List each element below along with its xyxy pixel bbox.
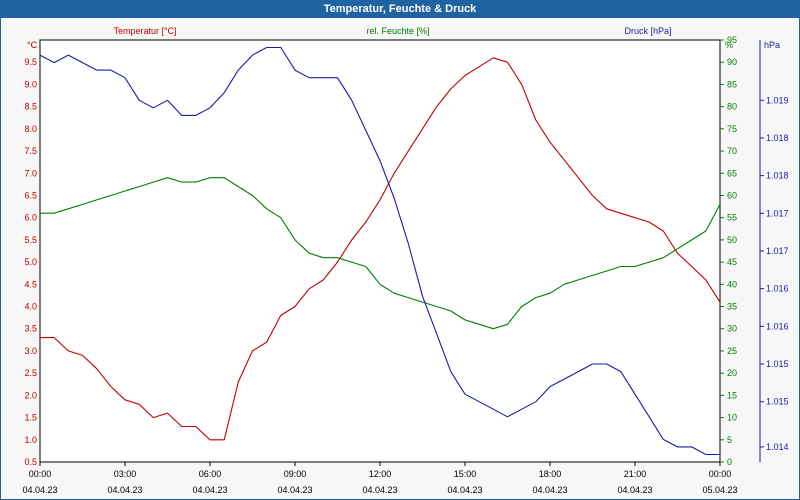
x-tick-date: 04.04.23 (362, 485, 397, 495)
y-tick-humidity: 20 (727, 368, 737, 378)
legend-temperature: Temperatur [°C] (113, 26, 176, 36)
y-tick-pressure: 1.018 (766, 133, 789, 143)
y-tick-humidity: 25 (727, 346, 737, 356)
y-tick-pressure: 1.017 (766, 246, 789, 256)
y-tick-temperature: 9.5 (24, 57, 37, 67)
x-tick-time: 06:00 (199, 469, 222, 479)
x-tick-date: 04.04.23 (192, 485, 227, 495)
y-tick-temperature: 5.0 (24, 257, 37, 267)
y-tick-humidity: 30 (727, 324, 737, 334)
y-tick-temperature: 4.5 (24, 279, 37, 289)
y-tick-humidity: 70 (727, 146, 737, 156)
unit-humidity: % (725, 40, 733, 50)
y-tick-pressure: 1.019 (766, 95, 789, 105)
plot-area (39, 39, 721, 463)
y-tick-temperature: 8.5 (24, 102, 37, 112)
y-tick-temperature: 8.0 (24, 124, 37, 134)
y-tick-humidity: 75 (727, 124, 737, 134)
y-tick-temperature: 2.5 (24, 368, 37, 378)
temperature-line (40, 57, 721, 441)
y-tick-humidity: 80 (727, 102, 737, 112)
y-tick-humidity: 65 (727, 168, 737, 178)
y-tick-temperature: 7.5 (24, 146, 37, 156)
y-tick-pressure: 1.018 (766, 171, 789, 181)
humidity-line (40, 177, 721, 330)
y-tick-pressure: 1.015 (766, 397, 789, 407)
x-tick-date: 04.04.23 (22, 485, 57, 495)
y-tick-humidity: 55 (727, 213, 737, 223)
y-tick-humidity: 5 (727, 435, 732, 445)
y-tick-temperature: 6.0 (24, 213, 37, 223)
y-tick-pressure: 1.016 (766, 321, 789, 331)
y-tick-temperature: 9.0 (24, 79, 37, 89)
x-tick-time: 12:00 (369, 469, 392, 479)
y-tick-humidity: 0 (727, 457, 732, 467)
x-tick-time: 00:00 (709, 469, 732, 479)
y-tick-humidity: 95 (727, 35, 737, 45)
y-tick-humidity: 90 (727, 57, 737, 67)
x-tick-date: 04.04.23 (447, 485, 482, 495)
x-tick-date: 04.04.23 (617, 485, 652, 495)
y-tick-temperature: 0.5 (24, 457, 37, 467)
x-tick-date: 05.04.23 (702, 485, 737, 495)
y-tick-temperature: 5.5 (24, 235, 37, 245)
y-tick-temperature: 1.0 (24, 435, 37, 445)
unit-temperature: °C (27, 40, 38, 50)
x-tick-time: 15:00 (454, 469, 477, 479)
x-tick-time: 18:00 (539, 469, 562, 479)
y-tick-temperature: 4.0 (24, 302, 37, 312)
y-tick-humidity: 35 (727, 302, 737, 312)
y-tick-temperature: 1.5 (24, 413, 37, 423)
y-tick-pressure: 1.017 (766, 208, 789, 218)
y-tick-temperature: 3.0 (24, 346, 37, 356)
x-tick-time: 21:00 (624, 469, 647, 479)
legend-pressure: Druck [hPa] (624, 26, 671, 36)
pressure-line (39, 46, 720, 456)
x-tick-date: 04.04.23 (107, 485, 142, 495)
y-tick-humidity: 45 (727, 257, 737, 267)
y-tick-humidity: 60 (727, 190, 737, 200)
y-tick-humidity: 40 (727, 279, 737, 289)
legend-humidity: rel. Feuchte [%] (366, 26, 429, 36)
y-tick-temperature: 7.0 (24, 168, 37, 178)
y-tick-pressure: 1.016 (766, 284, 789, 294)
x-tick-date: 04.04.23 (277, 485, 312, 495)
y-tick-humidity: 10 (727, 413, 737, 423)
y-tick-humidity: 50 (727, 235, 737, 245)
y-tick-humidity: 15 (727, 390, 737, 400)
unit-pressure: hPa (764, 40, 780, 50)
x-tick-date: 04.04.23 (532, 485, 567, 495)
x-tick-time: 00:00 (29, 469, 52, 479)
y-tick-temperature: 3.5 (24, 324, 37, 334)
y-tick-humidity: 85 (727, 79, 737, 89)
y-tick-pressure: 1.015 (766, 359, 789, 369)
y-tick-temperature: 2.0 (24, 390, 37, 400)
y-tick-temperature: 6.5 (24, 190, 37, 200)
x-tick-time: 09:00 (284, 469, 307, 479)
y-tick-pressure: 1.014 (766, 442, 789, 452)
window-title: Temperatur, Feuchte & Druck (0, 0, 800, 18)
x-tick-time: 03:00 (114, 469, 137, 479)
